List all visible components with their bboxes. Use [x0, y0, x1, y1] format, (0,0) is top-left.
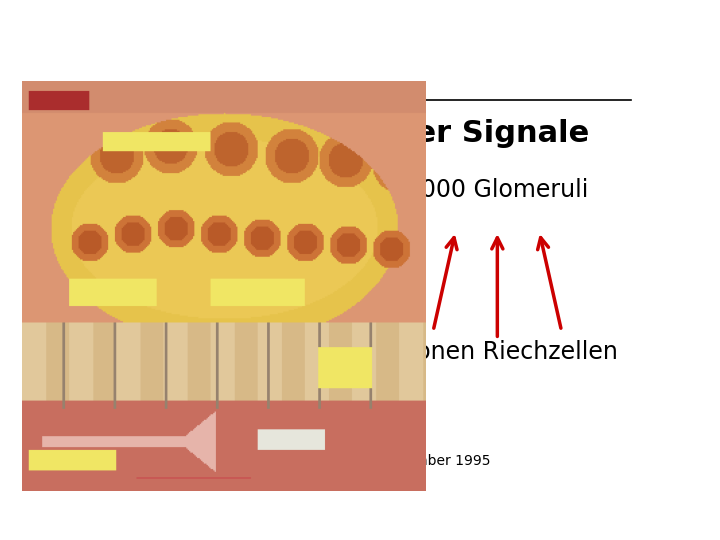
- Text: Weiterleitung der Signale: Weiterleitung der Signale: [148, 119, 590, 148]
- Text: 4000 Glomeruli: 4000 Glomeruli: [406, 178, 588, 202]
- Text: Olfaktion: Olfaktion: [124, 85, 225, 106]
- Text: 10 Millionen Riechzellen: 10 Millionen Riechzellen: [332, 340, 618, 364]
- Text: Axel, R. Spektrum der Wissenschaft, Dezember 1995: Axel, R. Spektrum der Wissenschaft, Deze…: [124, 454, 491, 468]
